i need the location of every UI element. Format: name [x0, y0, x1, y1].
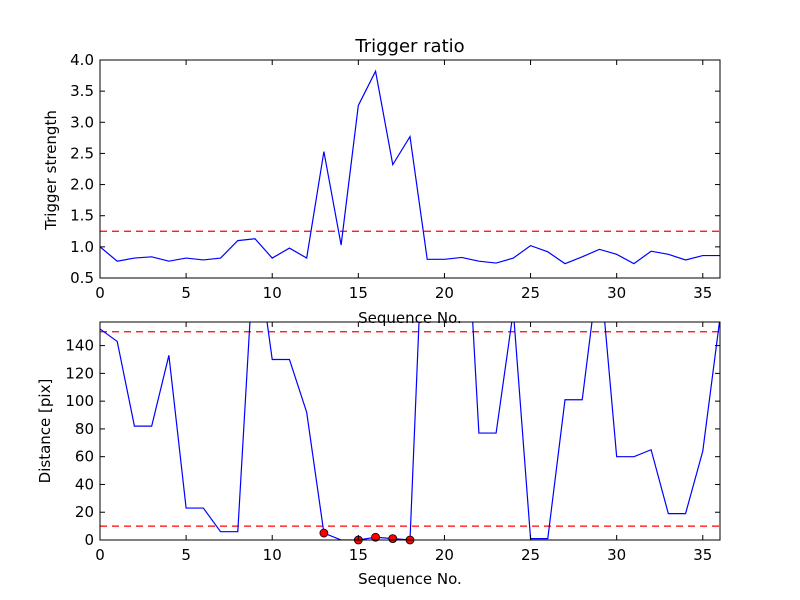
y-tick-label: 2.5 — [70, 144, 94, 162]
y-tick-label: 4.0 — [70, 51, 94, 69]
y-axis-label: Distance [pix] — [36, 379, 54, 484]
y-tick-label: 1.0 — [70, 238, 94, 256]
data-point-marker — [388, 534, 398, 544]
y-tick-label: 0.5 — [70, 269, 94, 287]
y-axis-label: Trigger strength — [42, 110, 60, 231]
axes-frame — [99, 59, 721, 279]
series-line — [100, 69, 720, 265]
y-tick-label: 60 — [75, 448, 94, 466]
x-tick-label: 35 — [693, 284, 712, 302]
x-tick-label: 0 — [95, 546, 105, 564]
y-tick-label: 80 — [75, 420, 94, 438]
x-tick-label: 5 — [181, 284, 191, 302]
plot-content — [100, 322, 720, 540]
x-tick-label: 15 — [349, 284, 368, 302]
x-tick-label: 30 — [607, 546, 626, 564]
chart-title: Trigger ratio — [354, 36, 464, 57]
x-tick-label: 20 — [435, 284, 454, 302]
y-tick-label: 2.0 — [70, 176, 94, 194]
plot-content — [100, 69, 720, 265]
x-axis-label: Sequence No. — [358, 309, 462, 327]
x-tick-label: 10 — [263, 284, 282, 302]
data-point-marker — [371, 532, 380, 542]
plot-area: 0 5 10 15 20 25 30 35 0.5 1.0 1.5 2.0 2.5 3.0 3.5 4.0 — [70, 51, 721, 302]
x-axis-label: Sequence No. — [358, 570, 462, 588]
y-tick-label: 1.5 — [70, 207, 94, 225]
y-tick-label: 0 — [84, 531, 94, 549]
series-line — [100, 322, 720, 540]
x-tick-label: 25 — [521, 546, 540, 564]
x-tick-label: 0 — [95, 284, 105, 302]
distance-panel: 0 5 10 15 20 25 30 35 0 20 40 60 80 100 120 140 Sequenc… — [36, 321, 721, 588]
y-tick-label: 3.0 — [70, 113, 94, 131]
y-tick-label: 3.5 — [70, 82, 94, 100]
x-tick-label: 20 — [435, 546, 454, 564]
x-tick-label: 35 — [693, 546, 712, 564]
y-tick-label: 40 — [75, 475, 94, 493]
plot-area: 0 5 10 15 20 25 30 35 0 20 40 60 80 100 120 140 — [65, 321, 721, 564]
x-tick-label: 10 — [263, 546, 282, 564]
y-tick-label: 100 — [65, 392, 94, 410]
trigger-ratio-panel: Trigger ratio 0 5 10 15 20 25 30 35 0.5 1.0 1.5 2.0… — [42, 36, 721, 327]
y-tick-label: 120 — [65, 364, 94, 382]
y-tick-label: 140 — [65, 337, 94, 355]
y-tick-label: 20 — [75, 503, 94, 521]
x-tick-label: 15 — [349, 546, 368, 564]
axes-frame — [99, 321, 721, 541]
x-tick-label: 5 — [181, 546, 191, 564]
x-tick-label: 25 — [521, 284, 540, 302]
data-point-marker — [319, 528, 329, 538]
x-tick-label: 30 — [607, 284, 626, 302]
